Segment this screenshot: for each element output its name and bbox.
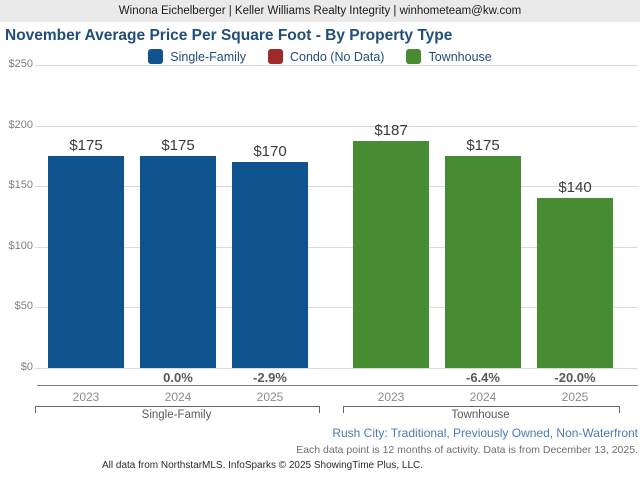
- chart-title: November Average Price Per Square Foot -…: [5, 27, 453, 44]
- x-axis-year-label: 2024: [469, 390, 497, 404]
- group-label: Single-Family: [141, 409, 212, 421]
- group-bracket: [35, 406, 320, 413]
- bar-single-family-2025: [232, 161, 308, 368]
- chart-legend: Single-Family Condo (No Data) Townhouse: [0, 49, 640, 64]
- bar-townhouse-2025: [537, 198, 613, 368]
- data-period-note: Each data point is 12 months of activity…: [296, 444, 638, 456]
- bar-townhouse-2024: [445, 155, 521, 368]
- y-gridline: [35, 125, 638, 127]
- single-family-swatch-icon: [148, 49, 164, 64]
- bar-townhouse-2023: [353, 141, 429, 368]
- legend-label: Condo (No Data): [289, 49, 385, 64]
- bar-single-family-2024: [140, 155, 216, 368]
- x-axis-year-label: 2023: [377, 390, 405, 404]
- agent-header-band: Winona Eichelberger | Keller Williams Re…: [0, 0, 640, 22]
- x-axis-year-label: 2025: [561, 390, 589, 404]
- condo-swatch-icon: [267, 49, 283, 64]
- bar-value-label: $187: [374, 122, 408, 140]
- y-gridline: [35, 246, 638, 248]
- y-axis-tick-label: $0: [20, 361, 33, 373]
- y-axis-tick-label: $150: [8, 179, 33, 192]
- bar-value-label: $140: [558, 179, 592, 197]
- bar-value-label: $170: [253, 142, 287, 160]
- y-axis-tick-label: $50: [14, 300, 33, 313]
- x-axis-year-label: 2024: [164, 390, 192, 404]
- legend-label: Townhouse: [428, 49, 492, 64]
- legend-item-single-family[interactable]: Single-Family: [148, 49, 246, 64]
- y-gridline: [35, 65, 638, 66]
- legend-item-townhouse[interactable]: Townhouse: [406, 49, 492, 64]
- bar-value-label: $175: [69, 136, 103, 154]
- pct-change-label: -20.0%: [554, 370, 596, 385]
- legend-item-condo[interactable]: Condo (No Data): [267, 49, 385, 64]
- y-gridline: [35, 307, 638, 309]
- townhouse-swatch-icon: [406, 49, 422, 64]
- bar-single-family-2023: [48, 155, 124, 368]
- pct-change-label: -6.4%: [466, 370, 500, 385]
- group-label: Townhouse: [451, 409, 510, 421]
- x-axis-separator-line: [37, 385, 638, 386]
- legend-label: Single-Family: [170, 49, 246, 64]
- y-gridline: [35, 186, 638, 188]
- data-source-note: All data from NorthstarMLS. InfoSparks ©…: [101, 460, 424, 471]
- x-axis-year-label: 2023: [72, 390, 100, 404]
- y-axis-tick-label: $250: [8, 58, 33, 70]
- y-axis-tick-label: $200: [8, 118, 33, 131]
- agent-contact-line: Winona Eichelberger | Keller Williams Re…: [118, 5, 522, 17]
- bar-value-label: $175: [466, 136, 500, 154]
- pct-change-label: -2.9%: [253, 370, 287, 385]
- pct-change-label: 0.0%: [163, 370, 193, 385]
- bar-value-label: $175: [161, 136, 195, 154]
- x-axis-year-label: 2025: [256, 390, 284, 404]
- search-filters-note: Rush City: Traditional, Previously Owned…: [332, 426, 638, 440]
- y-axis-tick-label: $100: [8, 239, 33, 252]
- y-gridline: [35, 368, 638, 369]
- group-bracket: [343, 406, 620, 413]
